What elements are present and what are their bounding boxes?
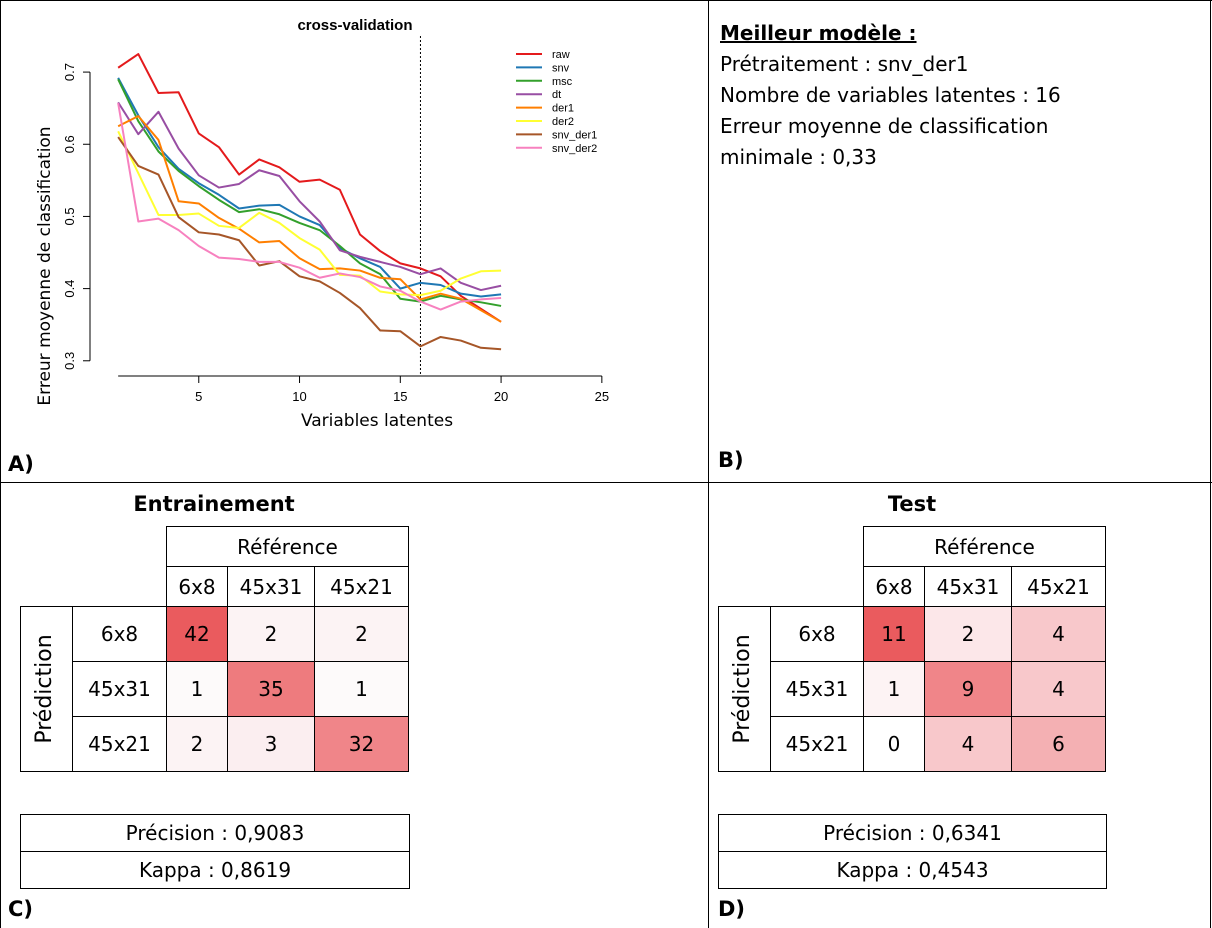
best-model-preprocessing: Prétraitement : snv_der1 [720, 52, 969, 76]
training-cell: 3 [227, 716, 315, 772]
figure-border-top [0, 0, 1212, 1]
training-prediction-label: Prédiction [32, 634, 57, 744]
test-cell: 11 [863, 606, 925, 662]
series-line-der1 [117, 115, 502, 323]
y-tick-label: 0.5 [62, 207, 77, 225]
best-model-latent-variables: Nombre de variables latentes : 16 [720, 83, 1061, 107]
test-cell: 4 [924, 716, 1012, 772]
figure-border-right [1210, 0, 1211, 928]
training-col-header: 45x21 [314, 566, 409, 607]
legend-label: snv [552, 62, 570, 74]
test-col-header: 6x8 [863, 566, 925, 607]
y-tick-label: 0.4 [62, 280, 77, 298]
training-reference-header: Référence [166, 526, 409, 567]
test-cell: 0 [863, 716, 925, 772]
figure-border-left [0, 0, 1, 928]
chart-title: cross-validation [297, 17, 412, 34]
test-row-header: 45x31 [770, 661, 864, 717]
best-model-error-line1: Erreur moyenne de classification [720, 114, 1049, 138]
training-cell: 2 [314, 606, 409, 662]
legend-label: der2 [552, 116, 574, 128]
x-axis-label: Variables latentes [301, 411, 453, 431]
best-model-error-line2: minimale : 0,33 [720, 145, 877, 169]
test-cell: 9 [924, 661, 1012, 717]
x-tick-label: 15 [393, 389, 407, 404]
training-row-header: 45x31 [72, 661, 167, 717]
series-line-dt [117, 101, 502, 292]
training-cell: 1 [314, 661, 409, 717]
panel-label-c: C) [8, 897, 34, 921]
training-cell: 35 [227, 661, 315, 717]
test-row-header: 45x21 [770, 716, 864, 772]
panel-label-a: A) [8, 452, 34, 476]
x-tick-label: 5 [195, 389, 202, 404]
training-row-header: 45x21 [72, 716, 167, 772]
best-model-panel: Meilleur modèle : Prétraitement : snv_de… [720, 18, 1200, 173]
test-row-header: 6x8 [770, 606, 864, 662]
series-line-msc [117, 78, 502, 307]
series-line-snv-der1 [117, 136, 502, 351]
test-kappa: Kappa : 0,4543 [718, 851, 1107, 889]
test-cell: 1 [863, 661, 925, 717]
test-cell: 6 [1011, 716, 1106, 772]
test-title: Test [887, 492, 937, 516]
test-precision: Précision : 0,6341 [718, 814, 1107, 852]
test-col-header: 45x21 [1011, 566, 1106, 607]
x-tick-label: 10 [292, 389, 306, 404]
series-line-raw [117, 53, 502, 323]
panel-label-b: B) [718, 448, 744, 472]
y-tick-label: 0.6 [62, 135, 77, 153]
legend-label: snv_der1 [552, 129, 597, 141]
training-cell: 2 [166, 716, 228, 772]
legend-label: raw [552, 49, 570, 61]
y-axis-label: Erreur moyenne de classification [35, 126, 55, 405]
training-col-header: 45x31 [227, 566, 315, 607]
figure-divider-vertical [708, 0, 709, 928]
test-reference-header: Référence [863, 526, 1106, 567]
series-line-snv-der2 [117, 102, 502, 311]
legend-label: msc [552, 76, 573, 88]
series-line-der2 [117, 130, 502, 297]
cross-validation-chart: cross-validation Erreur moyenne de class… [35, 17, 609, 431]
x-tick-label: 20 [494, 389, 508, 404]
training-title: Entrainement [133, 492, 295, 516]
best-model-heading: Meilleur modèle : [720, 21, 917, 45]
training-col-header: 6x8 [166, 566, 228, 607]
training-cell: 32 [314, 716, 409, 772]
legend-label: der1 [552, 103, 574, 115]
training-cell: 1 [166, 661, 228, 717]
training-precision: Précision : 0,9083 [20, 814, 410, 852]
test-cell: 2 [924, 606, 1012, 662]
test-cell: 4 [1011, 606, 1106, 662]
training-row-header: 6x8 [72, 606, 167, 662]
panel-label-d: D) [718, 897, 746, 921]
figure-divider-horizontal [0, 482, 1212, 483]
legend-label: snv_der2 [552, 143, 597, 155]
x-tick-label: 25 [595, 389, 609, 404]
test-prediction-label: Prédiction [730, 634, 755, 744]
training-cell: 2 [227, 606, 315, 662]
training-kappa: Kappa : 0,8619 [20, 851, 410, 889]
legend-label: dt [552, 89, 561, 101]
y-tick-label: 0.3 [62, 352, 77, 370]
y-tick-label: 0.7 [62, 63, 77, 81]
test-cell: 4 [1011, 661, 1106, 717]
test-col-header: 45x31 [924, 566, 1012, 607]
training-cell: 42 [166, 606, 228, 662]
series-line-snv [117, 77, 502, 298]
